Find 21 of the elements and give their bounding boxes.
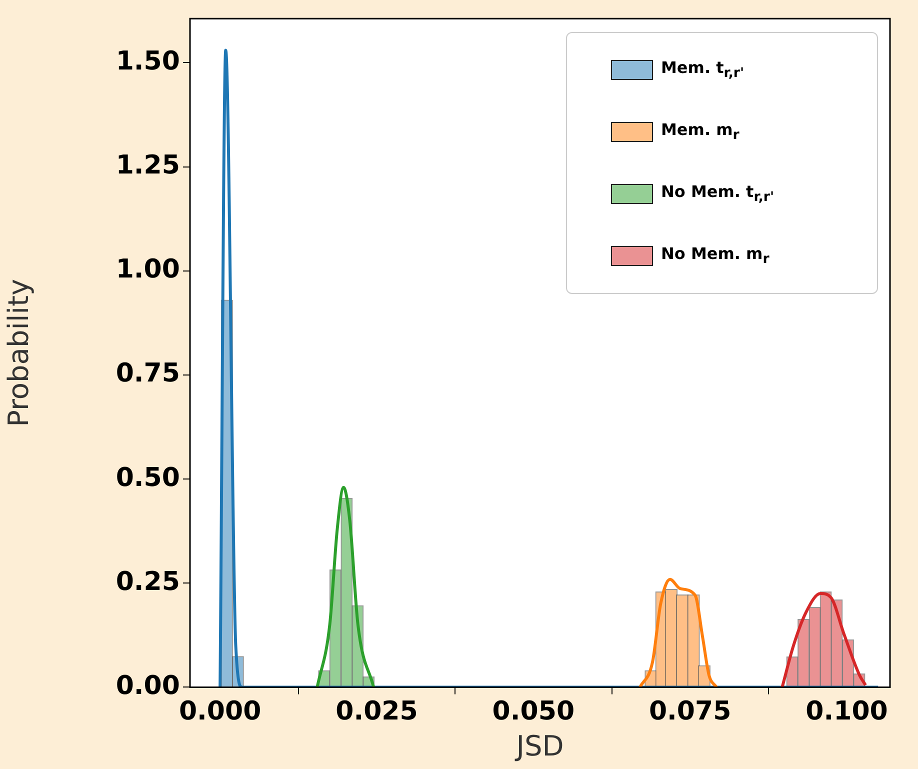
x-tick-label: 0.100 — [806, 696, 888, 727]
legend-label: Mem. t$_{r,r'}$ — [661, 58, 744, 82]
y-tick-label: 1.00 — [116, 254, 180, 285]
y-tick-label: 1.50 — [116, 46, 180, 76]
legend-label: Mem. m$_{r}$ — [661, 120, 740, 144]
y-tick-label: 0.50 — [116, 462, 180, 493]
line-series — [316, 486, 376, 688]
x-tick-label: 0.075 — [648, 696, 732, 727]
x-tick-label: 0.050 — [492, 696, 575, 727]
y-tick-label: 0.00 — [116, 670, 180, 701]
y-tick-label: 0.75 — [116, 358, 180, 389]
line-series — [638, 578, 718, 688]
x-axis-title: JSD — [514, 729, 564, 762]
y-tick-label: 1.25 — [116, 150, 180, 181]
y-axis-title: Probability — [2, 278, 36, 427]
line-series — [780, 592, 868, 688]
x-tick-label: 0.025 — [336, 696, 418, 727]
y-tick-label: 0.25 — [116, 566, 180, 597]
legend-label: No Mem. m$_{r}$ — [661, 244, 770, 268]
legend-label: No Mem. t$_{r,r'}$ — [661, 182, 774, 206]
x-tick-label: 0.000 — [178, 696, 262, 727]
